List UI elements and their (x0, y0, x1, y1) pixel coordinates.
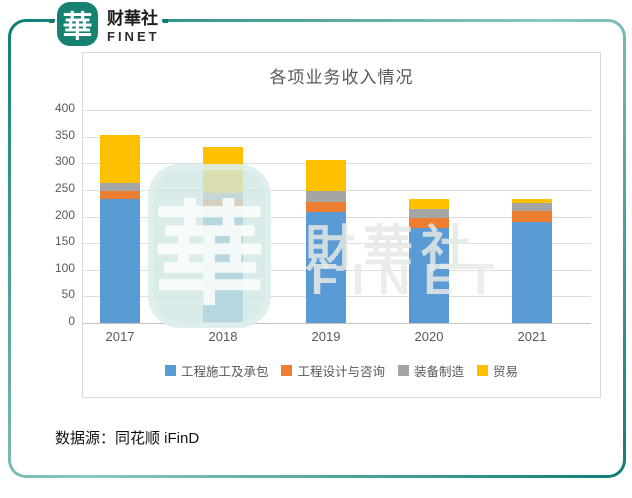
finet-seal-icon: 華 (57, 2, 98, 46)
legend-swatch-icon (398, 365, 409, 376)
frame-logo-gap (55, 16, 162, 26)
bar-2017-工程施工及承包 (100, 199, 140, 323)
y-tick-label-150: 150 (54, 234, 75, 249)
frame-dash-right (163, 19, 168, 23)
legend-item-工程施工及承包: 工程施工及承包 (164, 361, 269, 380)
legend-swatch-icon (164, 365, 176, 376)
y-tick-label-200: 200 (54, 207, 75, 222)
bar-2021-工程施工及承包 (512, 222, 552, 323)
bar-2017-工程设计与咨询 (100, 190, 140, 200)
y-axis-labels: 0 50 100 150 200 250 300 350 400 (0, 0, 77, 420)
y-tick-label-300: 300 (54, 154, 75, 169)
bar-2019-贸易 (306, 160, 346, 192)
finet-logo-name-zh: 财華社 (107, 9, 158, 28)
chart-legend: 工程施工及承包 工程设计与咨询 装备制造 贸易 (83, 361, 600, 380)
bar-2019-工程施工及承包 (306, 212, 346, 323)
bar-2018-工程设计与咨询 (203, 199, 243, 211)
bar-2017-贸易 (100, 135, 140, 184)
legend-label: 装备制造 (414, 365, 465, 379)
y-tick-label-400: 400 (54, 101, 75, 115)
finet-logo: 華 财華社 FINET (57, 2, 160, 46)
bar-2020-贸易 (409, 198, 449, 209)
frame-dash-left (49, 19, 54, 23)
legend-label: 工程设计与咨询 (297, 365, 385, 379)
data-source-caption: 数据源：同花顺 iFinD (55, 430, 200, 447)
legend-item-工程设计与咨询: 工程设计与咨询 (281, 361, 385, 380)
bar-2019-工程设计与咨询 (306, 202, 346, 213)
legend-swatch-icon (477, 365, 489, 376)
bar-2020-工程设计与咨询 (409, 217, 449, 229)
legend-swatch-icon (281, 365, 293, 376)
bar-2020-装备制造 (409, 208, 449, 218)
bar-2017-装备制造 (100, 183, 140, 191)
bar-2020-工程施工及承包 (409, 228, 449, 323)
legend-item-装备制造: 装备制造 (398, 361, 464, 380)
x-tick-label-2021: 2021 (517, 329, 547, 344)
y-tick-label-100: 100 (54, 260, 75, 275)
x-tick-label-2018: 2018 (208, 329, 238, 344)
chart-card: 各项业务收入情况 2017 2018 2019 2020 2021 華 財華社 FINE… (82, 52, 601, 398)
legend-label: 贸易 (493, 365, 519, 379)
bar-2021-贸易 (512, 199, 552, 203)
plot-area: 2017 2018 2019 2020 2021 (83, 53, 591, 399)
bar-2018-贸易 (203, 147, 243, 193)
finet-logo-name-en: FINET (107, 29, 160, 44)
gridline-400 (83, 110, 591, 111)
y-tick-label-50: 50 (61, 287, 75, 302)
x-axis-line (83, 323, 591, 324)
y-tick-label-350: 350 (54, 127, 75, 142)
bar-2018-装备制造 (203, 192, 243, 200)
x-tick-label-2020: 2020 (414, 329, 444, 344)
x-tick-label-2019: 2019 (311, 329, 341, 344)
finet-seal-char: 華 (62, 11, 93, 44)
bar-2021-工程设计与咨询 (512, 210, 552, 223)
bar-2018-工程施工及承包 (203, 210, 243, 323)
gridline-350 (83, 136, 591, 138)
y-tick-label-0: 0 (68, 314, 75, 328)
bar-2019-装备制造 (306, 191, 346, 203)
bar-2021-装备制造 (512, 202, 552, 211)
legend-label: 工程施工及承包 (180, 365, 269, 379)
y-tick-label-250: 250 (54, 180, 75, 195)
chart-title: 各项业务收入情况 (269, 68, 414, 87)
legend-item-贸易: 贸易 (477, 361, 518, 380)
finet-logo-text: 财華社 FINET (107, 2, 160, 43)
x-tick-label-2017: 2017 (105, 329, 135, 344)
